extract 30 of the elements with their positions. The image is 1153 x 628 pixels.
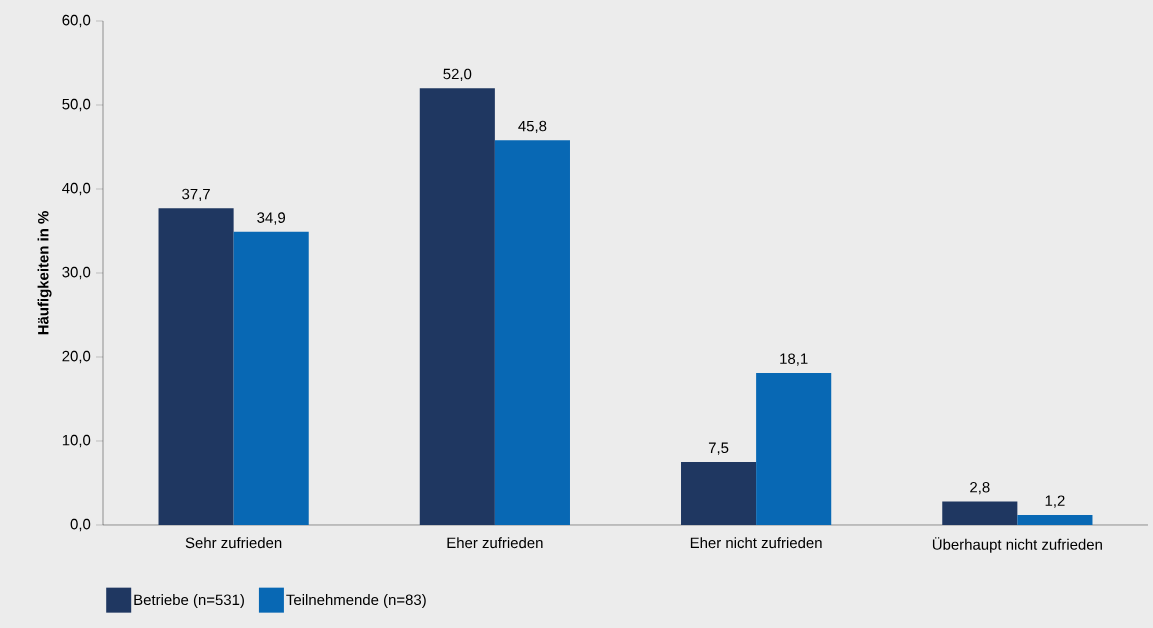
data-label: 1,2	[1045, 495, 1065, 508]
data-label: 2,8	[970, 481, 990, 495]
x-tick-label: Eher nicht zufrieden	[690, 537, 822, 549]
y-tick-label: 20,0	[62, 350, 91, 364]
bar	[158, 208, 234, 525]
bar	[756, 372, 832, 525]
data-label: 18,1	[780, 353, 808, 366]
y-tick-label: 50,0	[62, 98, 91, 112]
x-tick-label: Eher zufrieden	[447, 537, 543, 549]
bar	[942, 501, 1018, 525]
legend-label: Teilnehmende (n=83)	[286, 594, 426, 609]
data-label: 52,0	[443, 68, 472, 81]
data-label: 7,5	[708, 442, 729, 455]
x-tick-label: Überhaupt nicht zufrieden	[932, 537, 1102, 553]
y-tick-label: 30,0	[62, 266, 91, 280]
y-tick-label: 60,0	[62, 14, 91, 28]
y-tick-label: 40,0	[62, 182, 91, 196]
y-axis-title: Häufigkeiten in %	[37, 211, 52, 335]
y-tick-label: 10,0	[62, 434, 91, 448]
y-tick-label: 0,0	[70, 518, 91, 532]
bar	[419, 88, 495, 525]
legend-label: Betriebe (n=531)	[134, 594, 244, 609]
bar	[494, 140, 570, 525]
bar	[1017, 514, 1093, 525]
x-tick-label: Sehr zufrieden	[185, 537, 282, 549]
data-label: 34,9	[257, 212, 286, 225]
data-label: 45,8	[518, 120, 547, 134]
bar	[233, 231, 309, 525]
bar	[681, 461, 757, 525]
data-label: 37,7	[182, 188, 210, 202]
